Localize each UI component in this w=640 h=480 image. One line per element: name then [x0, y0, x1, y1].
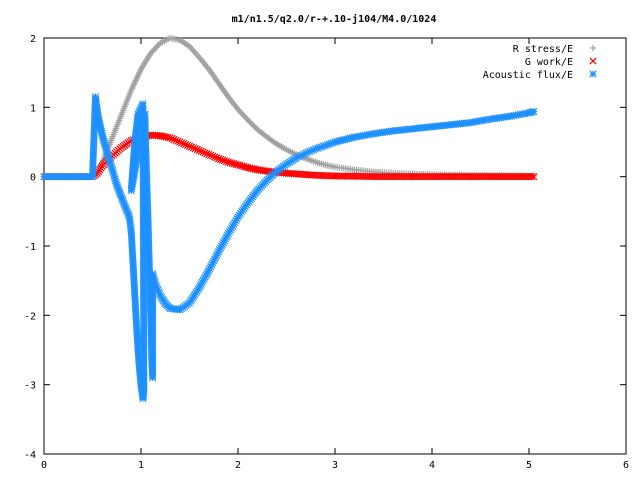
data-point [148, 48, 156, 55]
data-point [197, 147, 205, 155]
data-point [189, 144, 198, 152]
y-tick-label: 0 [30, 173, 36, 184]
series-1 [40, 34, 538, 180]
data-point [222, 157, 230, 166]
data-point [201, 149, 209, 157]
data-point [207, 151, 215, 159]
data-point [205, 150, 213, 159]
data-point [216, 155, 225, 163]
legend-marker [589, 44, 597, 52]
data-point [528, 173, 536, 181]
data-point [244, 116, 251, 124]
data-point [181, 140, 190, 149]
data-point [168, 135, 176, 143]
data-point [209, 152, 217, 160]
data-point [180, 140, 188, 148]
series-3 [40, 93, 538, 403]
data-point [248, 120, 256, 128]
data-point [236, 107, 243, 115]
data-point [247, 119, 254, 126]
x-tick-label: 1 [138, 460, 144, 471]
x-tick-label: 2 [235, 460, 241, 471]
y-tick-label: -4 [24, 450, 36, 461]
legend-marker [589, 70, 597, 78]
y-tick-label: 1 [30, 103, 36, 114]
x-tick-label: 6 [623, 460, 629, 471]
data-point [150, 47, 157, 54]
data-point [155, 41, 163, 48]
data-point [530, 173, 538, 181]
data-point [195, 146, 203, 154]
data-point [153, 44, 160, 51]
legend: R stress/E G work/E Acoustic flux/E [483, 44, 597, 81]
data-point [240, 112, 247, 119]
chart-title: m1/n1.5/q2.0/r-+.10-j104/M4.0/1024 [232, 13, 437, 25]
y-tick-label: -1 [24, 242, 36, 253]
data-point [178, 139, 186, 147]
data-point [193, 145, 201, 154]
data-point [211, 153, 219, 161]
data-point [170, 135, 178, 144]
legend-label: R stress/E [513, 44, 573, 55]
data-point [237, 109, 244, 116]
data-point [172, 136, 180, 144]
data-point [214, 155, 223, 163]
data-point [147, 50, 154, 57]
axis-ticks: 0 1 2 3 4 5 6 2 1 0 -1 -2 -3 -4 [24, 34, 629, 471]
data-point [185, 142, 194, 150]
data-point [243, 115, 250, 122]
y-tick-label: 2 [30, 34, 36, 45]
series-layer [40, 34, 538, 403]
data-point [234, 106, 242, 113]
data-point [174, 137, 182, 145]
data-point [218, 156, 227, 164]
legend-label: Acoustic flux/E [483, 70, 573, 81]
data-point [154, 42, 161, 50]
data-point [191, 145, 199, 153]
data-point [245, 118, 253, 125]
data-point [164, 133, 172, 142]
x-tick-label: 4 [429, 460, 435, 471]
legend-marker [589, 57, 597, 65]
data-point [151, 45, 159, 52]
data-point [251, 123, 258, 130]
data-point [203, 150, 211, 158]
y-tick-label: -2 [24, 311, 36, 322]
data-point [166, 134, 174, 142]
data-point [250, 122, 257, 129]
data-point [213, 154, 221, 162]
data-point [183, 141, 192, 149]
x-tick-label: 3 [332, 460, 338, 471]
data-point [187, 143, 196, 151]
data-point [220, 157, 229, 165]
data-point [241, 113, 249, 121]
x-tick-label: 5 [526, 460, 532, 471]
y-tick-label: -3 [24, 381, 36, 392]
data-point [176, 138, 184, 146]
data-point [199, 148, 207, 156]
data-point [530, 107, 538, 116]
legend-label: G work/E [525, 57, 573, 68]
x-tick-label: 0 [41, 460, 47, 471]
data-point [238, 110, 246, 118]
